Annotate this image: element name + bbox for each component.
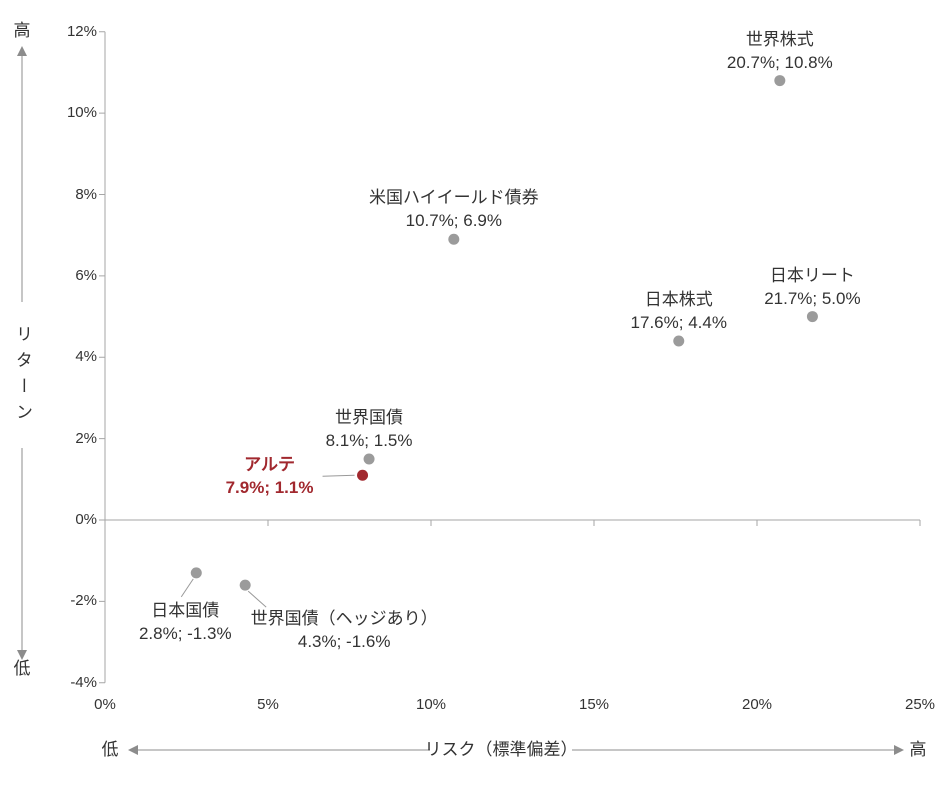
data-point [806,311,818,323]
leader-line [180,578,194,598]
data-point [673,335,685,347]
down-arrowhead-icon [17,650,27,660]
data-point [774,75,786,87]
data-point [357,469,369,481]
data-point [190,567,202,579]
left-arrowhead-icon [128,745,138,755]
up-arrowhead-icon [17,46,27,56]
data-point [363,453,375,465]
data-point [239,579,251,591]
right-arrowhead-icon [894,745,904,755]
leader-line [247,590,267,608]
leader-line [322,474,355,477]
data-point [448,233,460,245]
